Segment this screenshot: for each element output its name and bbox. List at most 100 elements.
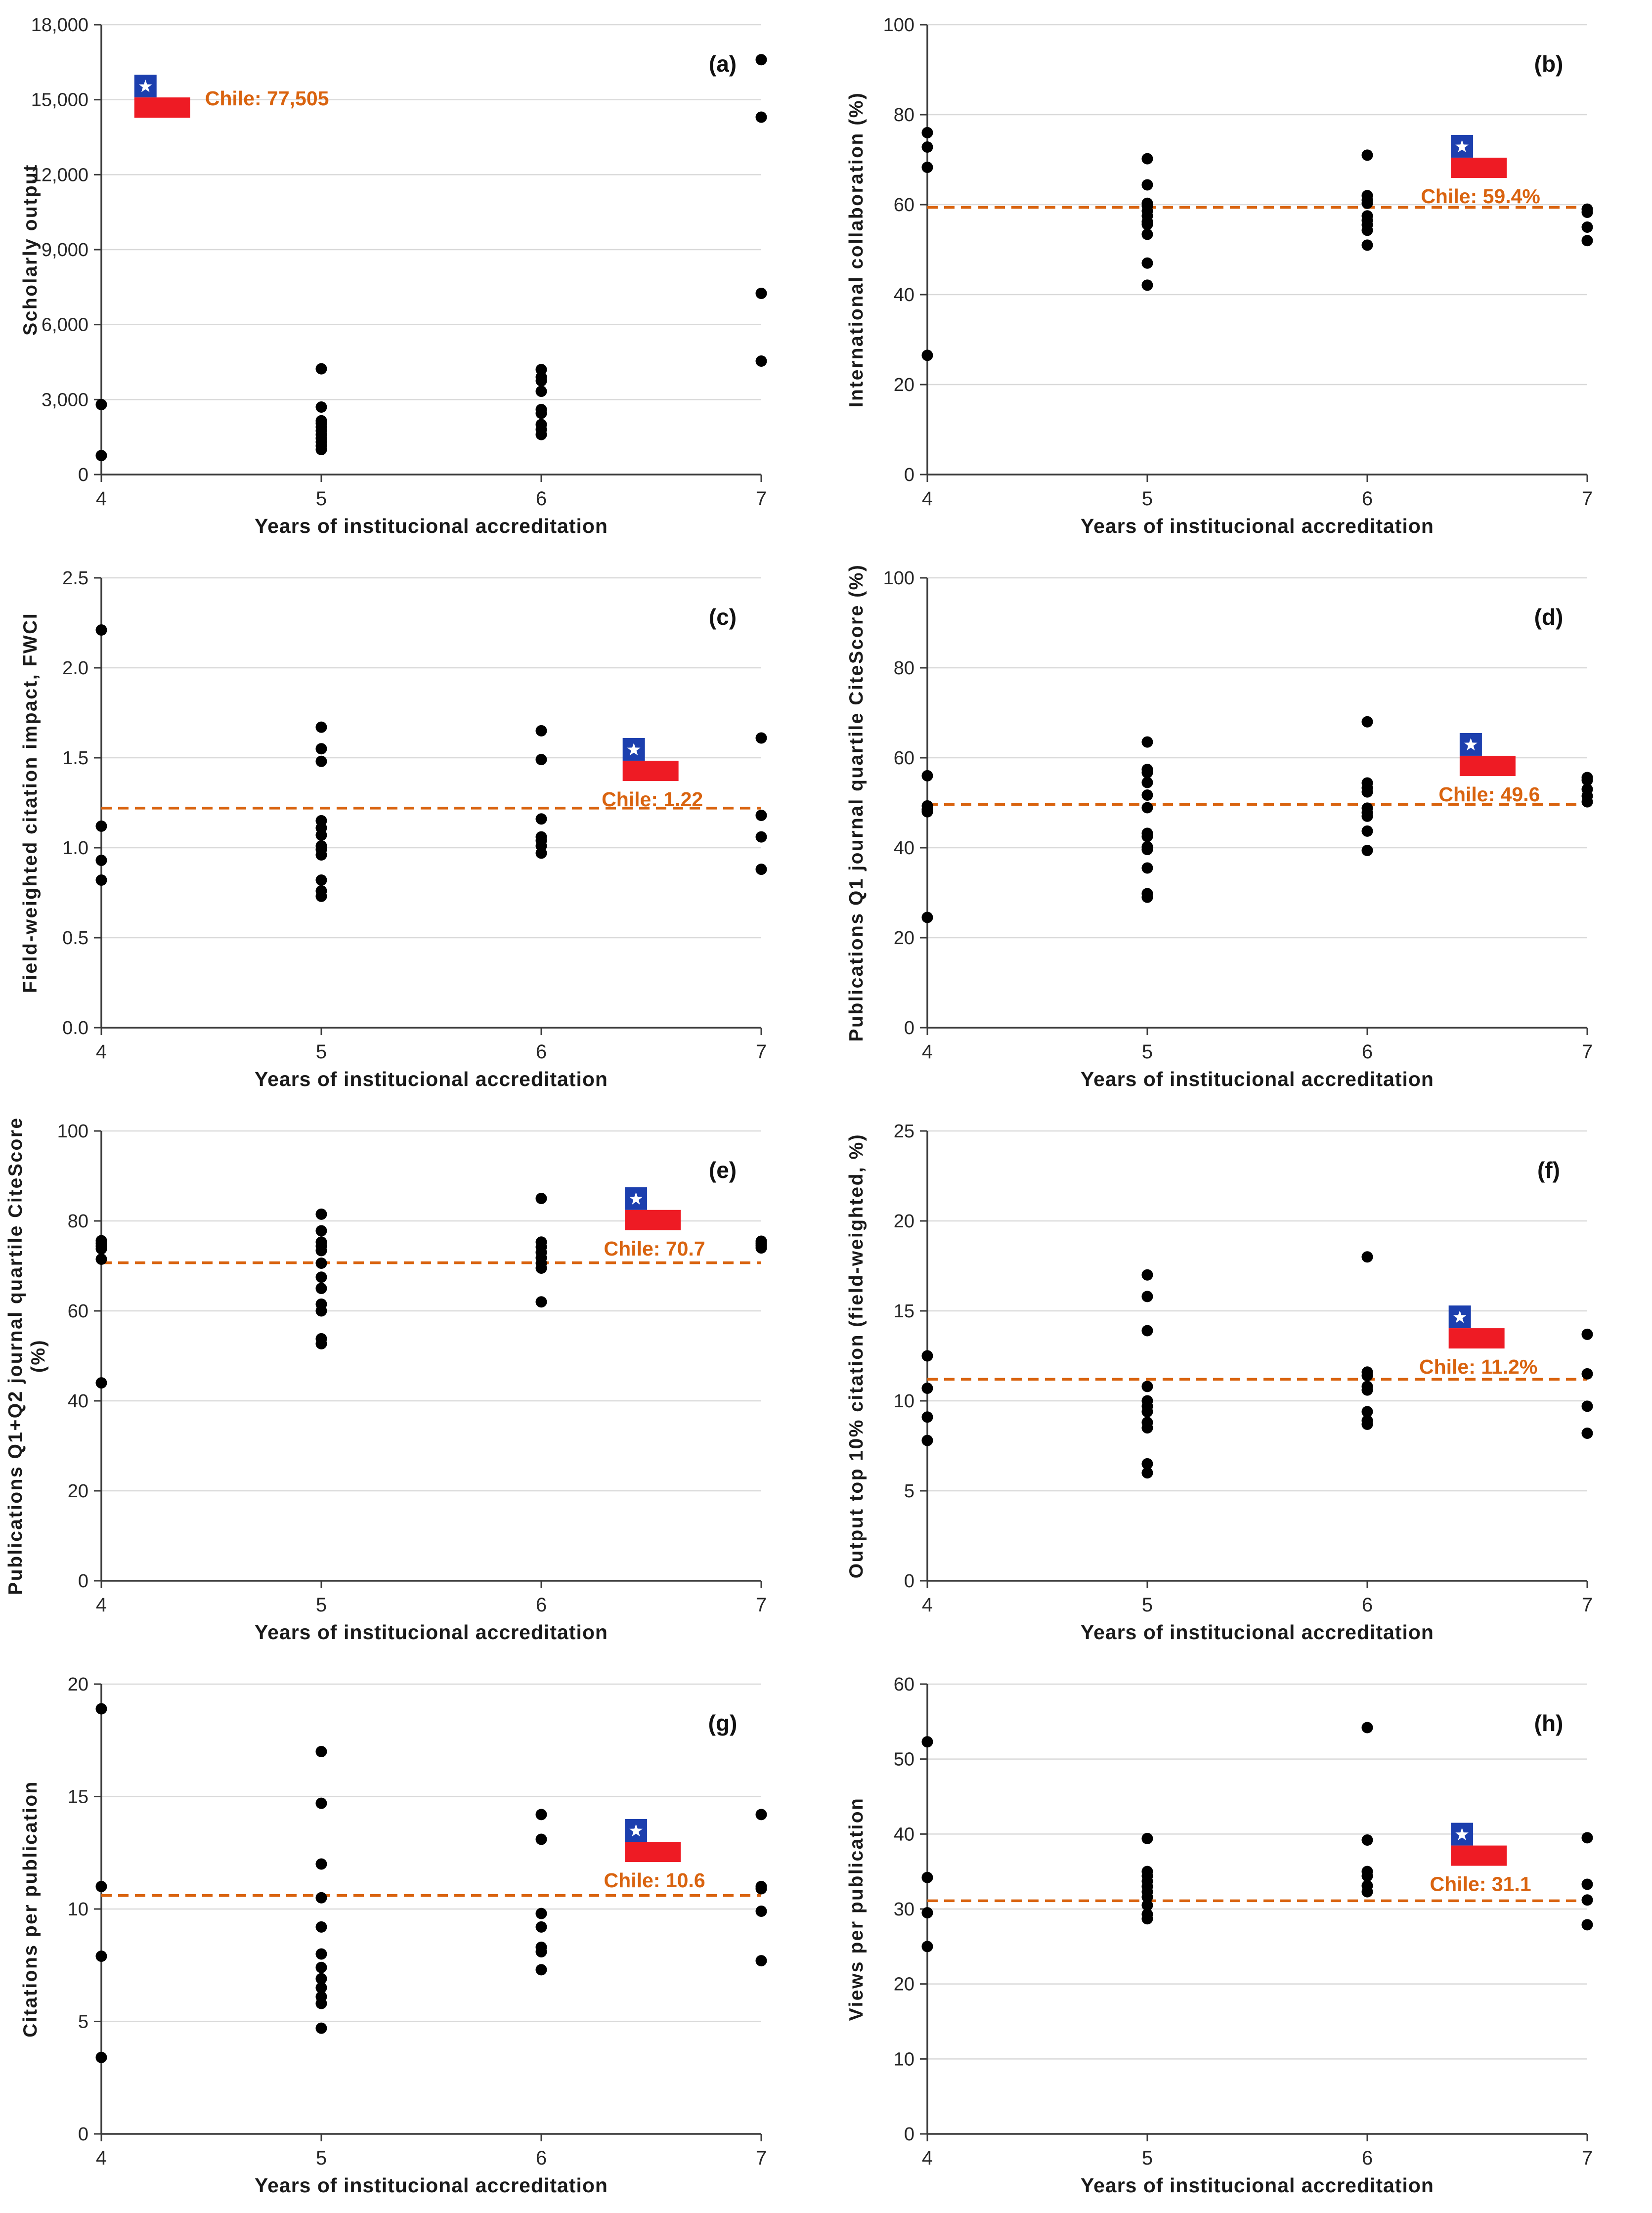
data-point <box>921 349 933 361</box>
data-point <box>1581 775 1593 786</box>
panel-letter: (c) <box>709 604 737 630</box>
x-tick-label: 6 <box>536 1594 547 1616</box>
x-axis-title: Years of institucional accreditation <box>255 1621 608 1644</box>
chart-international-collaboration: 0 20 40 60 80 100 4 5 6 7 Chile: 59.4% (b) Internati… <box>846 15 1593 537</box>
y-tick-label: 15 <box>68 1787 88 1808</box>
data-point <box>95 624 107 636</box>
data-point <box>1141 802 1153 814</box>
chile-flag-icon <box>622 738 679 781</box>
data-point <box>315 1258 327 1269</box>
panel-b: 0 20 40 60 80 100 4 5 6 7 Chile: 59.4% (b) Internati… <box>826 0 1652 553</box>
y-tick-label: 100 <box>883 568 914 589</box>
x-tick-label: 5 <box>1142 2147 1153 2169</box>
x-tick-label: 5 <box>1142 1594 1153 1616</box>
x-axis-title: Years of institucional accreditation <box>1081 1621 1434 1644</box>
data-point <box>315 1961 327 1973</box>
data-point <box>1141 257 1153 269</box>
y-tick-label: 20 <box>894 1974 914 1995</box>
data-point <box>1581 1919 1593 1931</box>
data-point <box>921 1736 933 1748</box>
data-point <box>921 1434 933 1446</box>
x-tick-label: 5 <box>316 2147 327 2169</box>
data-point <box>1141 830 1153 842</box>
data-point <box>535 813 547 825</box>
chile-flag-icon <box>1459 733 1516 776</box>
chile-value-label: Chile: 1.22 <box>602 788 703 811</box>
data-point <box>1361 1886 1373 1898</box>
data-point <box>535 1908 547 1919</box>
y-tick-label: 80 <box>68 1211 88 1232</box>
data-point <box>1141 1467 1153 1479</box>
y-tick-label: 60 <box>68 1301 88 1322</box>
data-point <box>755 287 767 299</box>
data-point <box>1141 1406 1153 1418</box>
data-point <box>755 1242 767 1254</box>
data-point <box>755 1809 767 1821</box>
y-tick-label: 15,000 <box>31 90 88 111</box>
data-point <box>535 1833 547 1845</box>
data-point <box>1581 206 1593 218</box>
data-point <box>1361 1870 1373 1882</box>
data-point <box>921 1907 933 1919</box>
chile-value-label: Chile: 77,505 <box>205 87 329 110</box>
data-point <box>1141 1832 1153 1844</box>
data-point <box>1581 221 1593 233</box>
data-point <box>1581 235 1593 247</box>
x-tick-label: 6 <box>1362 1594 1373 1616</box>
data-point <box>921 161 933 173</box>
data-point <box>315 1283 327 1294</box>
data-point <box>315 890 327 902</box>
x-tick-label: 5 <box>316 488 327 510</box>
data-point <box>1361 1384 1373 1396</box>
data-point <box>921 1350 933 1362</box>
y-tick-label: 10 <box>894 2049 914 2070</box>
x-axis-title: Years of institucional accreditation <box>255 515 608 537</box>
y-tick-label: 18,000 <box>31 15 88 36</box>
y-tick-label: 2.0 <box>62 658 88 679</box>
y-axis-title: Field-weighted citation impact, FWCI <box>20 612 41 993</box>
data-point <box>315 1921 327 1933</box>
y-tick-label: 20 <box>894 928 914 949</box>
y-tick-label: 25 <box>894 1121 914 1142</box>
chile-value-label: Chile: 31.1 <box>1430 1873 1531 1896</box>
chile-flag-icon <box>625 1819 681 1862</box>
data-point <box>1361 149 1373 161</box>
data-point <box>921 1411 933 1423</box>
y-tick-label: 6,000 <box>42 315 88 336</box>
data-point <box>1141 767 1153 779</box>
y-tick-label: 20 <box>894 1211 914 1232</box>
data-point <box>535 1946 547 1957</box>
data-point <box>535 1193 547 1204</box>
data-point <box>535 375 547 387</box>
y-tick-label: 1.5 <box>62 748 88 769</box>
data-point <box>1141 218 1153 230</box>
x-tick-label: 4 <box>96 2147 107 2169</box>
data-point <box>921 127 933 138</box>
chart-q1-citescore: 0 20 40 60 80 100 4 5 6 7 Chile: 49.6 (d) Publicatio… <box>846 564 1593 1090</box>
y-tick-label: 40 <box>894 285 914 305</box>
data-point <box>315 721 327 733</box>
panel-letter: (f) <box>1537 1157 1560 1183</box>
data-point <box>1581 1878 1593 1890</box>
y-tick-label: 9,000 <box>42 240 88 260</box>
y-tick-label: 0.5 <box>62 928 88 949</box>
y-tick-label: 0 <box>78 1571 88 1592</box>
chart-fwci: 0.0 0.5 1.0 1.5 2.0 2.5 4 5 6 7 Chile: 1.22 (c) Fiel… <box>20 568 767 1090</box>
panel-d: 0 20 40 60 80 100 4 5 6 7 Chile: 49.6 (d) Publicatio… <box>826 553 1652 1106</box>
y-tick-label: 12,000 <box>31 165 88 185</box>
x-tick-label: 4 <box>96 1041 107 1063</box>
data-point <box>95 1881 107 1892</box>
data-point <box>535 847 547 859</box>
data-point <box>755 1906 767 1917</box>
data-point <box>1141 228 1153 240</box>
data-point <box>1581 1428 1593 1439</box>
panel-letter: (e) <box>709 1157 737 1183</box>
data-point <box>1141 279 1153 291</box>
y-tick-label: 5 <box>78 2012 88 2033</box>
data-point <box>315 849 327 861</box>
data-point <box>1141 1899 1153 1911</box>
y-axis-title: Citations per publication <box>20 1780 41 2038</box>
x-tick-label: 7 <box>1582 1041 1593 1063</box>
data-point <box>1361 810 1373 822</box>
data-point <box>95 1253 107 1265</box>
